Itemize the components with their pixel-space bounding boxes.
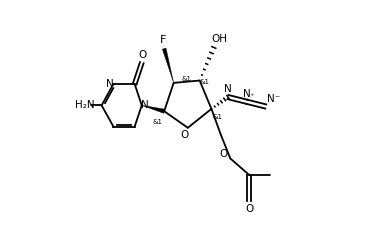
Text: H₂N: H₂N (75, 100, 95, 110)
Text: ⁺: ⁺ (249, 92, 254, 101)
Text: &1: &1 (182, 76, 192, 82)
Polygon shape (163, 48, 174, 83)
Text: O: O (181, 130, 189, 140)
Text: N: N (107, 79, 114, 89)
Text: F: F (160, 35, 166, 45)
Text: O: O (245, 204, 253, 214)
Text: OH: OH (211, 34, 227, 44)
Text: N⁻: N⁻ (267, 94, 280, 104)
Text: O: O (220, 149, 228, 159)
Polygon shape (142, 105, 165, 113)
Text: &1: &1 (200, 79, 210, 85)
Text: O: O (138, 50, 146, 60)
Text: &1: &1 (212, 114, 222, 120)
Text: N: N (141, 100, 149, 110)
Text: N: N (224, 84, 232, 94)
Text: N: N (243, 88, 251, 98)
Text: &1: &1 (153, 119, 163, 125)
